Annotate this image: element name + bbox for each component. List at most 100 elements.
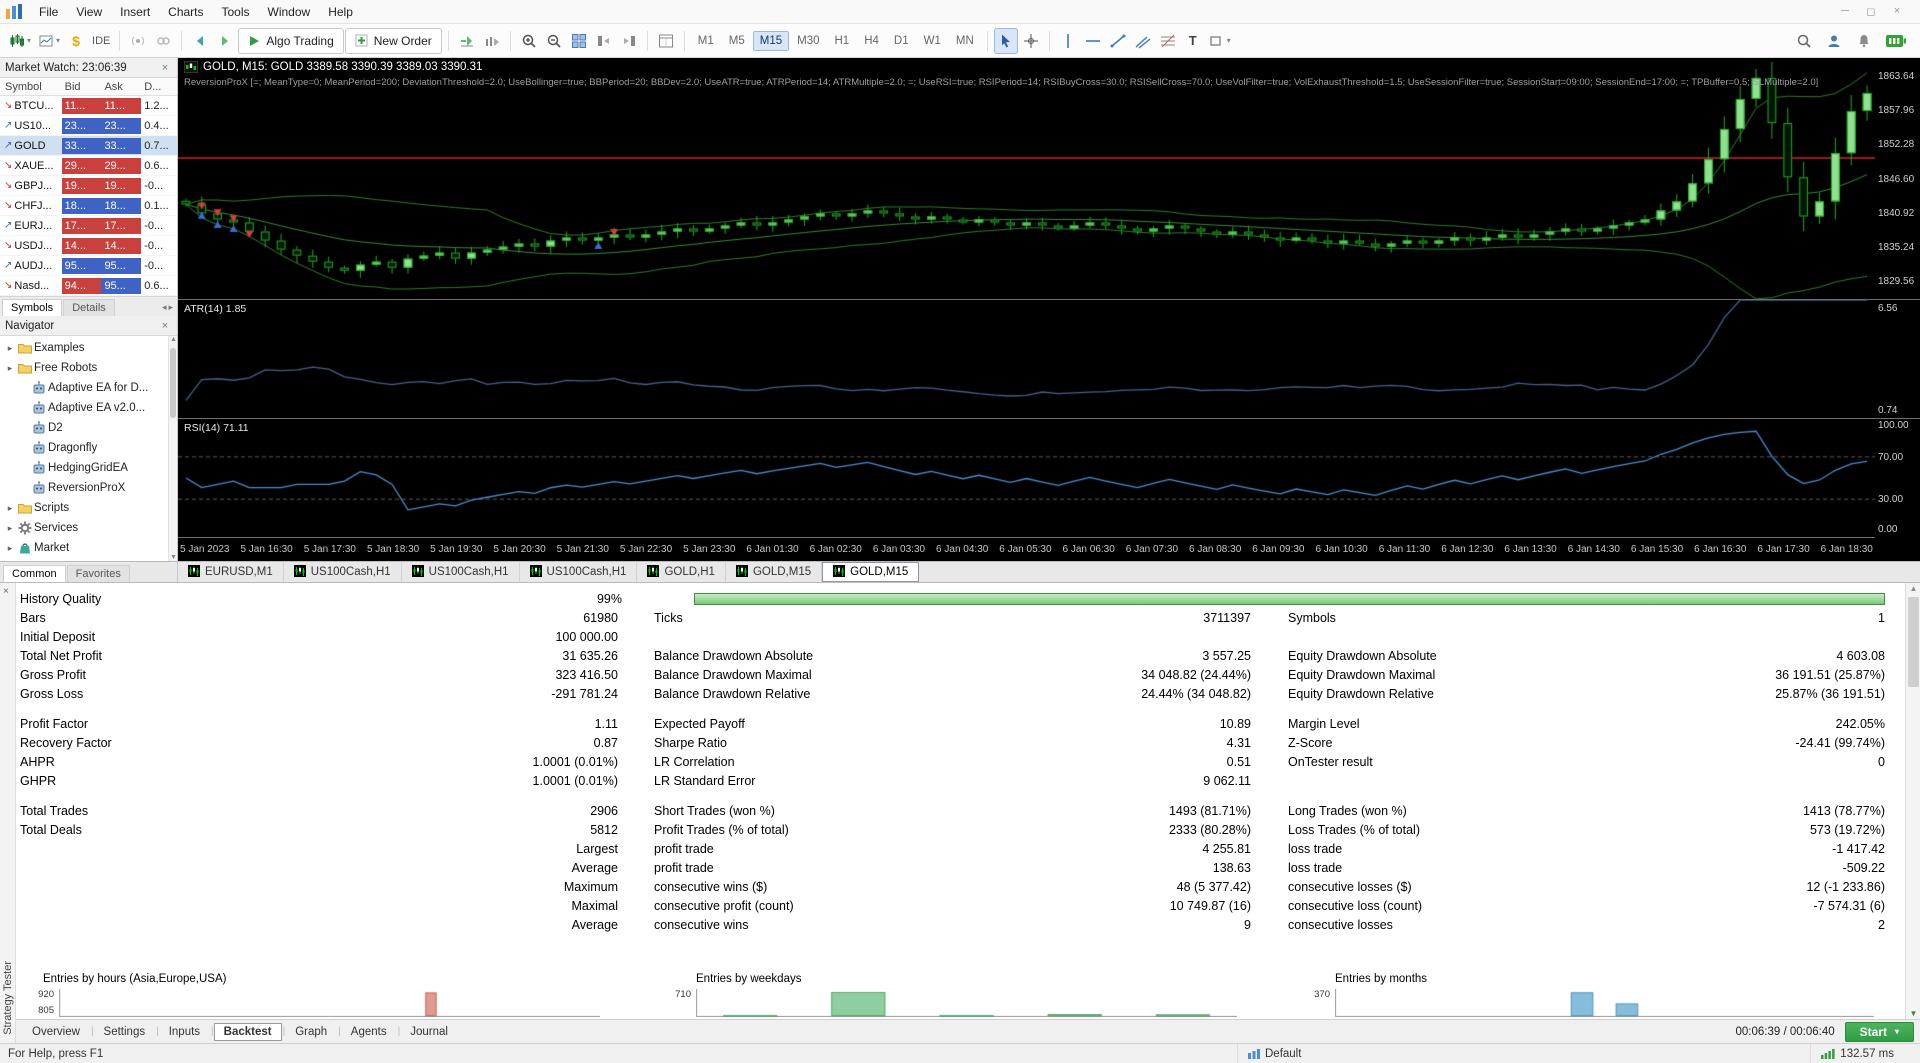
market-watch-row-USDJ[interactable]: ↘ USDJ... 14... 14... -0...: [0, 236, 177, 256]
zoom-out-icon[interactable]: [542, 28, 566, 54]
fibonacci-tool-icon[interactable]: [1156, 28, 1180, 54]
timeframe-H1[interactable]: H1: [834, 34, 850, 47]
tile-windows-icon[interactable]: [567, 28, 591, 54]
tester-tab-graph[interactable]: Graph: [295, 1025, 328, 1038]
navigator-item-services[interactable]: ▸ Services: [0, 518, 177, 538]
notifications-bell-icon[interactable]: [1852, 28, 1876, 54]
navigator-item-dragonfly[interactable]: Dragonfly: [0, 438, 177, 458]
menu-window[interactable]: Window: [267, 4, 311, 19]
market-watch-row-XAUE[interactable]: ↘ XAUE... 29... 29... 0.6...: [0, 156, 177, 176]
chart-tab-US100Cash-H1-1[interactable]: US100Cash,H1: [283, 562, 402, 582]
scroll-down-icon[interactable]: ▼: [170, 554, 177, 561]
crosshair-tool-icon[interactable]: [1019, 28, 1043, 54]
rsi-chart-canvas[interactable]: [178, 419, 1875, 537]
rsi-axis[interactable]: 100.00 70.00 30.00 0.00: [1875, 419, 1920, 537]
zoom-in-icon[interactable]: [517, 28, 541, 54]
navigator-item-reversionprox[interactable]: ReversionProX: [0, 478, 177, 498]
scroll-up-icon[interactable]: ▲: [170, 336, 177, 343]
navigator-item-adaptive-ea-for-d-[interactable]: Adaptive EA for D...: [0, 378, 177, 398]
ide-button[interactable]: IDE: [92, 34, 111, 47]
atr-axis[interactable]: 6.56 0.74: [1875, 300, 1920, 418]
menu-view[interactable]: View: [76, 4, 103, 19]
market-watch-row-EURJ[interactable]: ↗ EURJ... 17... 17... -0...: [0, 216, 177, 236]
menu-insert[interactable]: Insert: [120, 4, 151, 19]
chart-tab-US100Cash-H1-2[interactable]: US100Cash,H1: [401, 562, 520, 582]
tester-tab-inputs[interactable]: Inputs: [168, 1025, 201, 1038]
navigator-tab-favorites[interactable]: Favorites: [66, 565, 130, 582]
close-icon[interactable]: ×: [161, 61, 169, 74]
navigator-tab-common[interactable]: Common: [3, 565, 66, 582]
market-watch-row-AUDJ[interactable]: ↗ AUDJ... 95... 95... -0...: [0, 256, 177, 276]
window-maximize-icon[interactable]: ◻: [1866, 6, 1876, 18]
resource-monitor-icon[interactable]: [1882, 28, 1910, 54]
timeframe-M15[interactable]: M15: [752, 30, 790, 51]
user-profile-icon[interactable]: [1822, 28, 1846, 54]
chart-tab-EURUSD-M1-0[interactable]: EURUSD,M1: [178, 562, 284, 582]
price-chart-canvas[interactable]: [178, 58, 1875, 299]
chart-tab-GOLD-M15-6[interactable]: GOLD,M15: [822, 562, 920, 582]
navigator-item-d2[interactable]: D2: [0, 418, 177, 438]
timeframe-M30[interactable]: M30: [797, 34, 820, 47]
signal-icon[interactable]: [126, 28, 150, 54]
expand-arrow-icon[interactable]: ▸: [7, 362, 13, 373]
horizontal-line-tool-icon[interactable]: [1081, 28, 1105, 54]
timeframe-MN[interactable]: MN: [955, 34, 974, 47]
time-axis[interactable]: 5 Jan 2023 5 Jan 16:30 5 Jan 17:30 5 Jan 18…: [178, 537, 1875, 561]
price-axis[interactable]: 1863.64 1857.96 1852.28 1846.60 1840.92 1835.…: [1875, 58, 1920, 299]
new-order-button[interactable]: New Order: [344, 27, 442, 54]
symbols-button[interactable]: $: [72, 32, 80, 49]
market-watch-column-d[interactable]: D...: [144, 80, 162, 93]
next-chart-icon[interactable]: [213, 28, 237, 54]
timeframe-M5[interactable]: M5: [728, 34, 745, 47]
status-connection[interactable]: 132.57 ms: [1810, 1044, 1920, 1063]
channel-tool-icon[interactable]: [1131, 28, 1155, 54]
auto-scroll-icon[interactable]: [455, 28, 479, 54]
market-watch-row-CHFJ[interactable]: ↘ CHFJ... 18... 18... 0.1...: [0, 196, 177, 216]
status-profile[interactable]: Default: [1237, 1044, 1301, 1063]
tester-scrollbar[interactable]: ▲ ▼: [1905, 583, 1920, 1019]
navigator-item-scripts[interactable]: ▸ Scripts: [0, 498, 177, 518]
text-tool-icon[interactable]: T: [1188, 33, 1197, 48]
start-button[interactable]: Start ▾: [1844, 1021, 1914, 1042]
market-watch-row-Nasd[interactable]: ↘ Nasd... 94... 95... 0.6...: [0, 276, 177, 296]
navigator-item-hedginggridea[interactable]: HedgingGridEA: [0, 458, 177, 478]
scrollbar-thumb[interactable]: [1908, 597, 1919, 687]
atr-chart-canvas[interactable]: [178, 300, 1875, 418]
market-watch-column-bid[interactable]: Bid: [64, 80, 81, 93]
expand-arrow-icon[interactable]: ▸: [7, 502, 13, 513]
cursor-tool-icon[interactable]: [993, 27, 1018, 54]
scroll-right-icon[interactable]: ▸: [168, 302, 173, 312]
tester-tab-overview[interactable]: Overview: [32, 1025, 80, 1038]
data-window-icon[interactable]: [654, 28, 678, 54]
scroll-down-icon[interactable]: ▼: [1909, 1009, 1918, 1018]
profiles-button[interactable]: ▾: [35, 28, 63, 54]
window-close-icon[interactable]: ×: [1893, 5, 1901, 17]
trendline-tool-icon[interactable]: [1106, 28, 1130, 54]
tester-tab-agents[interactable]: Agents: [350, 1025, 387, 1038]
scrollbar-thumb[interactable]: [170, 348, 176, 418]
menu-help[interactable]: Help: [328, 4, 353, 19]
market-watch-column-ask[interactable]: Ask: [104, 80, 123, 93]
tester-tab-journal[interactable]: Journal: [410, 1025, 448, 1038]
menu-file[interactable]: File: [39, 4, 59, 19]
algo-trading-button[interactable]: Algo Trading: [238, 27, 344, 54]
timeframe-W1[interactable]: W1: [923, 34, 941, 47]
window-minimize-icon[interactable]: ─: [1841, 5, 1849, 17]
search-icon[interactable]: [1792, 28, 1816, 54]
dock-left-icon[interactable]: [592, 28, 616, 54]
market-watch-row-US10[interactable]: ↗ US10... 23... 23... 0.4...: [0, 116, 177, 136]
scroll-left-icon[interactable]: ◂: [161, 302, 167, 312]
community-icon[interactable]: [151, 28, 175, 54]
dock-right-icon[interactable]: [617, 28, 641, 54]
timeframe-D1[interactable]: D1: [893, 34, 909, 47]
scroll-up-icon[interactable]: ▲: [1909, 584, 1918, 593]
chart-type-button[interactable]: ▾: [6, 28, 34, 54]
close-icon[interactable]: ×: [3, 586, 9, 597]
expand-arrow-icon[interactable]: ▸: [7, 542, 13, 553]
chart-shift-icon[interactable]: [480, 28, 504, 54]
vertical-line-tool-icon[interactable]: [1056, 28, 1080, 54]
menu-tools[interactable]: Tools: [221, 4, 250, 19]
market-watch-row-GBPJ[interactable]: ↘ GBPJ... 19... 19... -0...: [0, 176, 177, 196]
close-icon[interactable]: ×: [161, 319, 169, 332]
chart-tab-GOLD-H1-4[interactable]: GOLD,H1: [637, 562, 726, 582]
